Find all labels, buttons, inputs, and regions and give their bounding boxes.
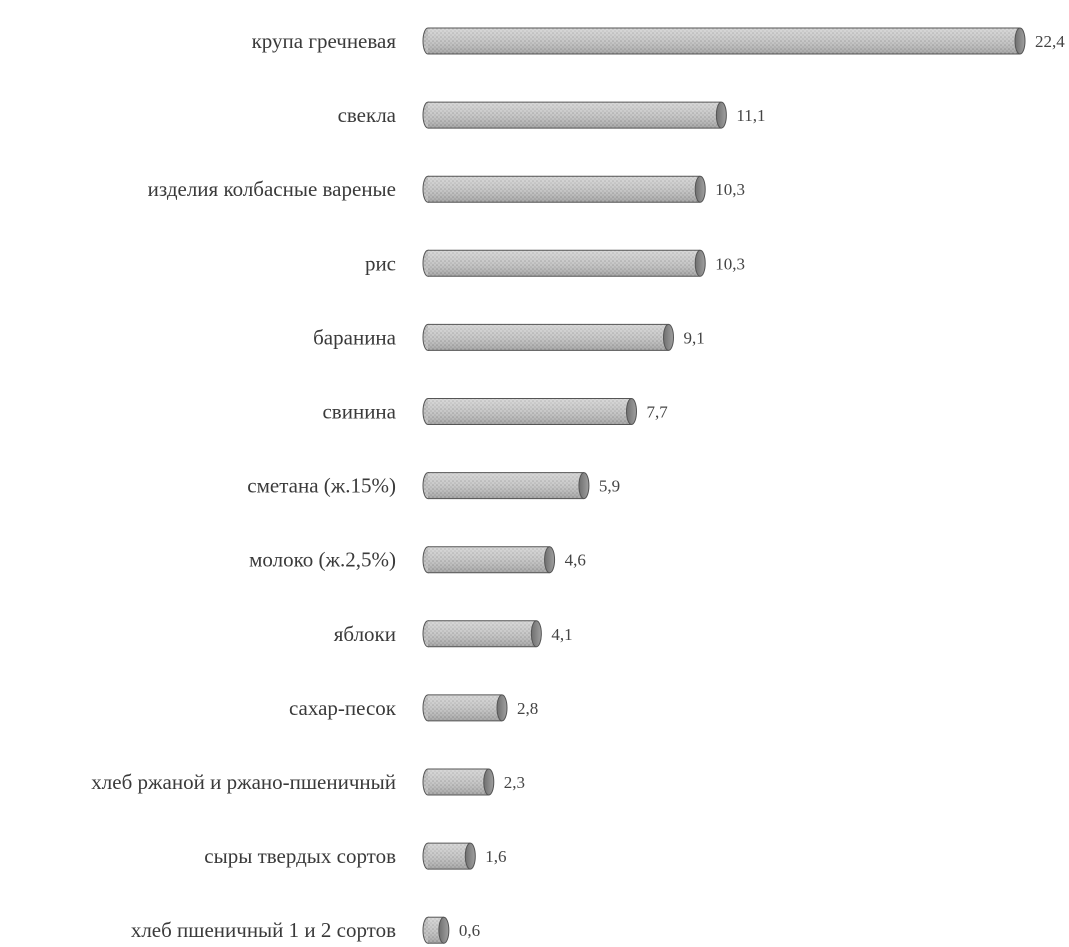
category-label: яблоки xyxy=(334,622,396,646)
category-label: крупа гречневая xyxy=(252,29,397,53)
category-label: свекла xyxy=(338,103,397,127)
bar-end-cap xyxy=(694,249,706,277)
bar-shade xyxy=(428,694,502,721)
bar-end-cap xyxy=(694,175,706,203)
bar xyxy=(422,620,542,648)
bar-shade xyxy=(428,250,701,277)
bar xyxy=(422,175,706,203)
bar-end-cap xyxy=(464,842,476,870)
bars xyxy=(422,27,1026,944)
value-label: 1,6 xyxy=(485,847,506,866)
value-label: 4,1 xyxy=(551,625,572,644)
bar xyxy=(422,323,674,351)
category-label: молоко (ж.2,5%) xyxy=(249,548,396,572)
bar-shade xyxy=(428,28,1020,54)
bar xyxy=(422,768,495,796)
bar-shade xyxy=(428,324,669,351)
value-label: 2,3 xyxy=(504,773,525,792)
value-label: 10,3 xyxy=(715,254,745,273)
bar-shade xyxy=(428,176,701,203)
bar xyxy=(422,27,1026,55)
bar xyxy=(422,249,706,277)
value-label: 22,4 xyxy=(1035,32,1065,51)
bar-shade xyxy=(428,843,471,870)
category-labels: крупа гречневая свекла изделия колбасные в… xyxy=(91,29,396,942)
category-label: хлеб пшеничный 1 и 2 сортов xyxy=(131,918,396,942)
bar-end-cap xyxy=(578,472,590,500)
value-label: 7,7 xyxy=(647,403,669,422)
bar xyxy=(422,101,727,129)
category-label: баранина xyxy=(313,325,397,349)
bar-end-cap xyxy=(715,101,727,129)
bar-end-cap xyxy=(544,546,556,574)
bar-shade xyxy=(428,769,489,795)
bar-shade xyxy=(428,546,550,573)
category-label: хлеб ржаной и ржано-пшеничный xyxy=(91,770,396,794)
category-label: свинина xyxy=(322,400,396,424)
bar-end-cap xyxy=(438,916,450,944)
bar-end-cap xyxy=(496,694,508,722)
category-label: сахар-песок xyxy=(289,696,397,720)
bar-end-cap xyxy=(1014,27,1026,55)
value-label: 9,1 xyxy=(684,328,705,347)
category-label: рис xyxy=(365,251,396,275)
bar-shade xyxy=(428,472,584,499)
value-label: 5,9 xyxy=(599,477,620,496)
value-label: 2,8 xyxy=(517,699,538,718)
bar-end-cap xyxy=(626,398,637,425)
bar-end-cap xyxy=(530,620,542,648)
value-labels: 22,4 11,1 10,3 10,3 9,1 7,7 5,9 4,6 4,1 2,8 2,3 1,6… xyxy=(459,32,1065,940)
value-label: 4,6 xyxy=(565,551,586,570)
bar xyxy=(422,842,476,870)
bar-shade xyxy=(428,398,632,425)
bar-shade xyxy=(428,620,537,647)
category-label: сыры твердых сортов xyxy=(204,844,396,868)
bar-shade xyxy=(428,102,722,129)
bar-end-cap xyxy=(483,768,495,796)
bar-end-cap xyxy=(663,323,674,351)
category-label: изделия колбасные вареные xyxy=(148,177,396,201)
bar xyxy=(422,472,590,500)
bar xyxy=(422,916,450,944)
bar xyxy=(422,546,556,574)
bar xyxy=(422,694,508,722)
value-label: 11,1 xyxy=(736,106,765,125)
bar xyxy=(422,398,637,425)
category-label: сметана (ж.15%) xyxy=(247,474,396,498)
value-label: 0,6 xyxy=(459,921,480,940)
value-label: 10,3 xyxy=(715,180,745,199)
